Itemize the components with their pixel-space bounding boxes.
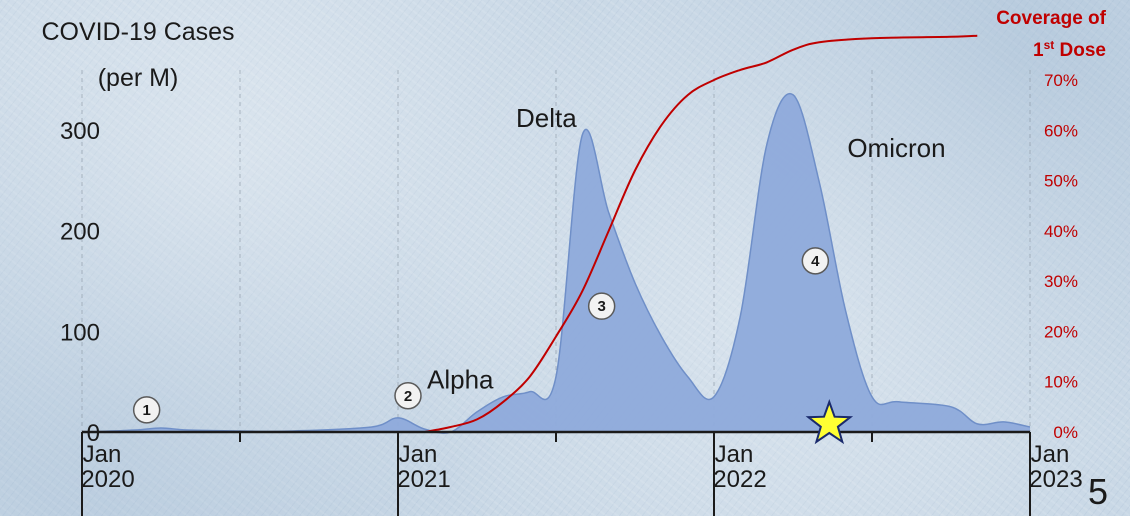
x-tick-label-year: 2022: [713, 466, 766, 493]
marker-circle: [801, 247, 830, 275]
x-tick-label-year: 2020: [81, 466, 134, 493]
x-tick-label-year: 2023: [1029, 466, 1082, 493]
marker-4: 4: [801, 247, 830, 275]
left-tick-label: 200: [60, 219, 100, 246]
left-tick-label: 0: [87, 420, 100, 447]
right-title-rest: Dose: [1054, 40, 1106, 61]
marker-label: 2: [404, 388, 412, 405]
right-axis-title-line1: Coverage of: [996, 8, 1106, 29]
marker-2: 2: [394, 382, 422, 410]
right-tick-label: 70%: [1044, 71, 1078, 90]
marker-circle: [132, 396, 161, 424]
x-tick-label-month: Jan: [83, 441, 122, 468]
right-title-sup: st: [1044, 38, 1055, 52]
x-tick-label-month: Jan: [715, 441, 754, 468]
marker-label: 4: [811, 253, 820, 270]
left-tick-label: 100: [60, 319, 100, 346]
marker-3: 3: [587, 292, 616, 320]
right-tick-label: 10%: [1044, 373, 1078, 392]
marker-label: 3: [597, 298, 605, 315]
marker-circle: [394, 382, 422, 410]
marker-circle: [587, 292, 616, 320]
marker-1: 1: [132, 396, 161, 424]
left-axis-title-line1: COVID-19 Cases: [41, 18, 234, 46]
markers: 1 2 3 4: [132, 247, 830, 424]
star-marker: [805, 399, 854, 445]
x-tick-label-month: Jan: [1031, 441, 1070, 468]
right-tick-label: 0%: [1053, 423, 1078, 442]
left-tick-label: 300: [60, 118, 100, 145]
cases-line: [81, 92, 1031, 434]
right-tick-label: 50%: [1044, 172, 1078, 191]
cases-area: [82, 93, 1030, 434]
slide-number: 5: [1088, 471, 1108, 512]
right-title-base: 1: [1033, 40, 1044, 61]
right-tick-label: 30%: [1044, 272, 1078, 291]
right-tick-label: 20%: [1044, 322, 1078, 341]
wave-label-alpha: Alpha: [427, 365, 494, 395]
star-icon: [805, 399, 854, 445]
coverage-line: [424, 34, 978, 433]
wave-label-omicron: Omicron: [847, 133, 945, 163]
left-axis: 0 100 200 300: [60, 118, 100, 447]
left-axis-title-line2: (per M): [98, 64, 179, 92]
right-axis-title-line2: 1st Dose: [1033, 38, 1106, 61]
right-tick-label: 40%: [1044, 222, 1078, 241]
right-tick-label: 60%: [1044, 121, 1078, 140]
x-tick-label-year: 2021: [397, 466, 450, 493]
wave-label-delta: Delta: [516, 103, 577, 133]
x-tick-label-month: Jan: [399, 441, 438, 468]
marker-label: 1: [142, 402, 150, 419]
annotations: Alpha Delta Omicron: [427, 103, 946, 395]
coverage-series: [424, 34, 978, 433]
cases-series: [81, 92, 1031, 434]
right-axis: 0% 10% 20% 30% 40% 50% 60% 70%: [1044, 71, 1078, 442]
